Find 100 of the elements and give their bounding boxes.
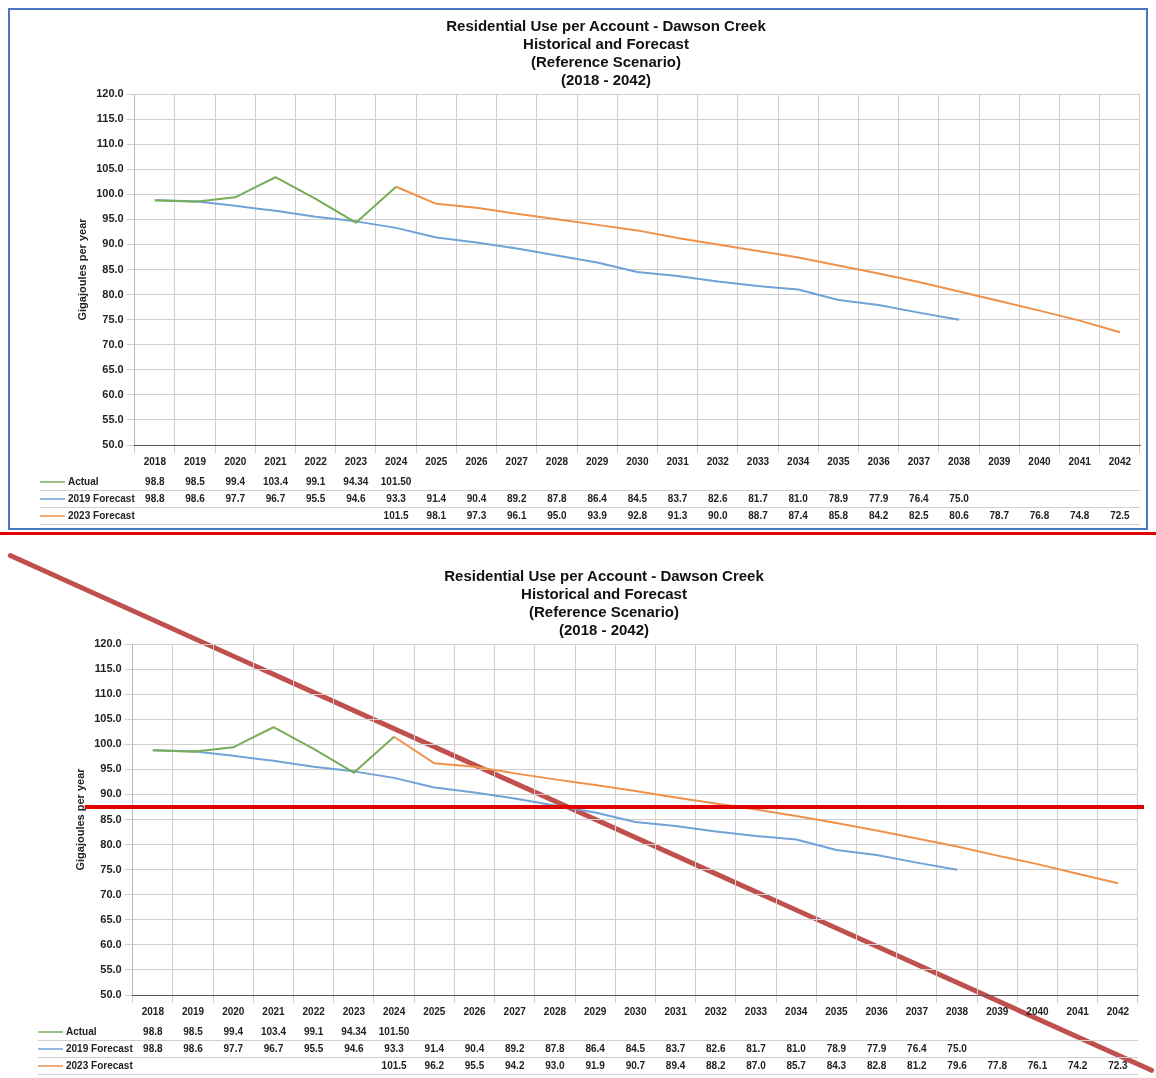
legend-label: 2023 Forecast — [66, 1059, 134, 1071]
legend-label: 2019 Forecast — [68, 492, 136, 504]
y-tick-label: 60.0 — [100, 937, 122, 950]
data-label: 82.8 — [866, 1059, 887, 1071]
chart-title: Residential Use per Account - Dawson Creek Historical and Forecast (Reference Scenario) (2018 - 2042) — [444, 567, 765, 639]
data-label: 90.4 — [464, 1042, 485, 1054]
y-tick-label: 80.0 — [102, 287, 124, 300]
data-label: 94.34 — [343, 475, 369, 487]
data-label: 74.2 — [1067, 1059, 1088, 1071]
x-tick-label: 2023 — [344, 455, 368, 467]
x-tick-label: 2033 — [746, 455, 770, 467]
x-tick-label: 2022 — [302, 1005, 326, 1017]
y-tick-label: 90.0 — [102, 237, 124, 250]
data-label: 75.0 — [947, 1042, 968, 1054]
data-label: 101.50 — [380, 475, 412, 487]
data-label: 98.5 — [185, 475, 206, 487]
data-label: 98.6 — [185, 492, 206, 504]
data-label: 75.0 — [949, 492, 970, 504]
y-tick-label: 70.0 — [100, 887, 122, 900]
y-tick-label: 110.0 — [94, 687, 122, 700]
data-label: 99.1 — [303, 1025, 324, 1037]
y-tick-label: 105.0 — [94, 712, 122, 725]
data-label: 90.7 — [625, 1059, 646, 1071]
data-label: 89.2 — [505, 1042, 525, 1054]
data-label: 97.7 — [225, 492, 246, 504]
data-label: 91.4 — [426, 492, 447, 504]
data-label: 89.2 — [507, 492, 527, 504]
x-tick-label: 2038 — [945, 1005, 969, 1017]
x-tick-label: 2020 — [224, 455, 247, 467]
y-tick-label: 100.0 — [94, 737, 122, 750]
x-tick-label: 2018 — [141, 1005, 165, 1017]
data-label: 72.5 — [1110, 509, 1131, 521]
legend-label: 2019 Forecast — [66, 1042, 134, 1054]
data-label: 82.5 — [909, 509, 930, 521]
x-tick-label: 2030 — [624, 1005, 647, 1017]
x-tick-label: 2037 — [905, 1005, 929, 1017]
data-label: 91.4 — [424, 1042, 445, 1054]
x-tick-label: 2040 — [1026, 1005, 1050, 1017]
data-label: 77.9 — [866, 1042, 887, 1054]
x-tick-label: 2036 — [867, 455, 891, 467]
data-label: 97.3 — [466, 509, 487, 521]
x-tick-label: 2029 — [584, 1005, 607, 1017]
data-label: 81.2 — [907, 1059, 928, 1071]
x-tick-label: 2037 — [907, 455, 931, 467]
x-tick-label: 2025 — [423, 1005, 446, 1017]
legend-label: Actual — [66, 1025, 97, 1037]
data-label: 99.4 — [223, 1025, 244, 1037]
y-tick-label: 85.0 — [102, 262, 124, 275]
data-label: 91.9 — [585, 1059, 606, 1071]
data-label: 72.3 — [1108, 1059, 1129, 1071]
data-label: 98.8 — [143, 1025, 163, 1037]
y-tick-label: 65.0 — [102, 362, 124, 375]
data-label: 81.0 — [786, 1042, 807, 1054]
data-label: 94.6 — [344, 1042, 365, 1054]
data-label: 93.0 — [545, 1059, 566, 1071]
x-tick-label: 2041 — [1068, 455, 1092, 467]
y-tick-label: 115.0 — [94, 662, 122, 675]
data-label: 101.5 — [381, 1059, 408, 1071]
x-tick-label: 2025 — [425, 455, 448, 467]
x-tick-label: 2027 — [503, 1005, 527, 1017]
x-tick-label: 2023 — [342, 1005, 366, 1017]
y-tick-label: 75.0 — [100, 862, 122, 875]
x-tick-label: 2019 — [181, 1005, 205, 1017]
y-tick-label: 60.0 — [102, 387, 124, 400]
chart-title: Residential Use per Account - Dawson Creek Historical and Forecast (Reference Scenario) (2018 - 2042) — [446, 17, 767, 89]
data-label: 96.2 — [424, 1059, 445, 1071]
data-label: 74.8 — [1069, 509, 1090, 521]
data-label: 84.5 — [627, 492, 648, 504]
x-tick-label: 2031 — [664, 1005, 688, 1017]
data-label: 103.4 — [260, 1025, 287, 1037]
x-tick-label: 2034 — [785, 1005, 808, 1017]
data-label: 96.1 — [507, 509, 527, 521]
data-label: 101.50 — [378, 1025, 410, 1037]
y-tick-label: 110.0 — [96, 137, 124, 150]
y-axis-title: Gigajoules per year — [75, 217, 88, 321]
y-tick-label: 120.0 — [96, 87, 124, 100]
data-label: 87.8 — [545, 1042, 566, 1054]
x-tick-label: 2042 — [1108, 455, 1132, 467]
data-label: 98.6 — [183, 1042, 204, 1054]
data-label: 81.7 — [746, 1042, 767, 1054]
y-tick-label: 50.0 — [100, 988, 122, 1001]
data-label: 98.1 — [426, 509, 447, 521]
x-tick-label: 2020 — [222, 1005, 245, 1017]
x-tick-label: 2042 — [1106, 1005, 1130, 1017]
x-tick-label: 2028 — [543, 1005, 567, 1017]
y-tick-label: 95.0 — [100, 762, 122, 775]
x-tick-label: 2034 — [787, 455, 810, 467]
y-axis-title: Gigajoules per year — [73, 767, 86, 871]
data-label: 80.6 — [949, 509, 970, 521]
x-tick-label: 2026 — [463, 1005, 487, 1017]
data-label: 77.9 — [868, 492, 889, 504]
x-tick-label: 2032 — [706, 455, 730, 467]
x-tick-label: 2026 — [465, 455, 489, 467]
data-label: 78.9 — [828, 492, 849, 504]
data-label: 76.1 — [1027, 1059, 1048, 1071]
y-tick-label: 65.0 — [100, 912, 122, 925]
x-tick-label: 2031 — [666, 455, 690, 467]
y-tick-label: 80.0 — [100, 837, 122, 850]
y-tick-label: 100.0 — [96, 187, 124, 200]
data-label: 82.6 — [708, 492, 728, 504]
